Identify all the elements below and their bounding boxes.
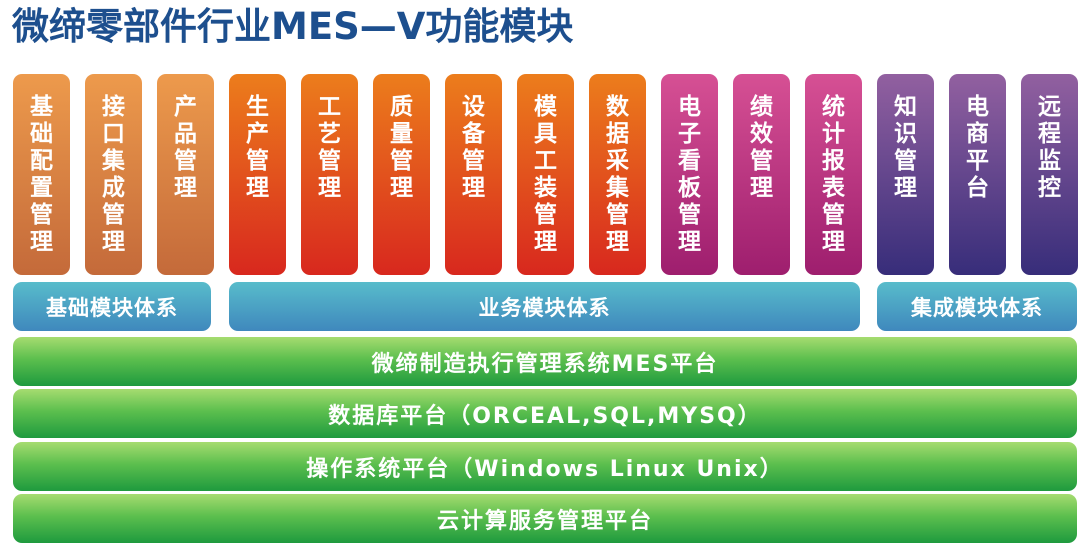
category-business: 业务模块体系 [229,282,860,331]
module-column: 远程监控 [1021,74,1078,275]
module-label: 绩效管理 [750,94,773,201]
module-label: 产品管理 [174,94,197,201]
module-label: 远程监控 [1038,94,1061,201]
module-label: 电子看板管理 [678,94,701,255]
module-column: 产品管理 [157,74,214,275]
platform-mes: 微缔制造执行管理系统MES平台 [13,337,1077,386]
module-column: 电商平台 [949,74,1006,275]
module-column: 接口集成管理 [85,74,142,275]
module-column: 绩效管理 [733,74,790,275]
module-column: 基础配置管理 [13,74,70,275]
module-label: 生产管理 [246,94,269,201]
module-label: 电商平台 [966,94,989,201]
platform-os: 操作系统平台（Windows Linux Unix） [13,442,1077,491]
module-column: 数据采集管理 [589,74,646,275]
module-label: 接口集成管理 [102,94,125,255]
module-column: 生产管理 [229,74,286,275]
module-label: 知识管理 [894,94,917,201]
platform-cloud: 云计算服务管理平台 [13,494,1077,543]
module-column: 电子看板管理 [661,74,718,275]
module-label: 统计报表管理 [822,94,845,255]
module-label: 数据采集管理 [606,94,629,255]
module-label: 设备管理 [462,94,485,201]
category-integration: 集成模块体系 [877,282,1077,331]
module-column: 统计报表管理 [805,74,862,275]
module-label: 工艺管理 [318,94,341,201]
module-column: 工艺管理 [301,74,358,275]
module-label: 基础配置管理 [30,94,53,255]
module-label: 模具工装管理 [534,94,557,255]
module-column: 模具工装管理 [517,74,574,275]
module-column: 质量管理 [373,74,430,275]
platform-database: 数据库平台（ORCEAL,SQL,MYSQ） [13,389,1077,438]
module-label: 质量管理 [390,94,413,201]
diagram-title: 微缔零部件行业MES—V功能模块 [12,5,574,48]
module-column: 知识管理 [877,74,934,275]
module-column: 设备管理 [445,74,502,275]
category-base: 基础模块体系 [13,282,211,331]
